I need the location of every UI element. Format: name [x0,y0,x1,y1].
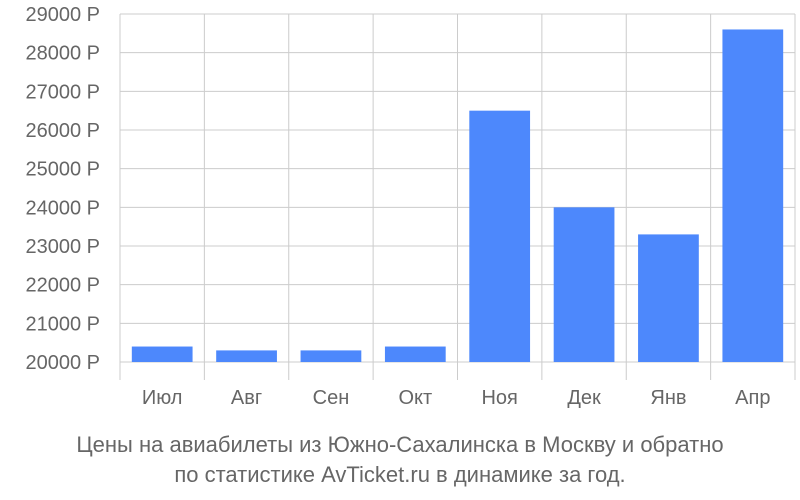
y-tick-label: 24000 Р [25,197,100,219]
y-tick-label: 25000 Р [25,159,100,181]
y-tick-label: 21000 Р [25,313,100,335]
y-tick-label: 26000 Р [25,120,100,142]
y-tick-label: 29000 Р [25,4,100,26]
bar-7 [638,234,699,362]
caption-line-2: по статистике AvTicket.ru в динамике за … [174,462,626,487]
y-axis-ticks: 20000 Р 21000 Р 22000 Р 23000 Р 24000 Р 25000… [25,4,100,374]
bar-1 [131,346,193,362]
price-bar-chart: 20000 Р 21000 Р 22000 Р 23000 Р 24000 Р 25000… [25,4,796,409]
x-category-label: Ноя [481,387,517,409]
y-tick-label: 23000 Р [25,236,100,258]
chart-caption: Цены на авиабилеты из Южно-Сахалинска в … [0,430,800,490]
bars-layer [131,29,784,363]
x-category-label: Июл [142,387,183,409]
bar-5 [469,110,531,363]
bar-6 [553,207,615,362]
x-axis-categories: Июл Авг Сен Окт Ноя Дек Янв Апр [142,387,771,409]
y-tick-label: 28000 Р [25,43,100,65]
x-category-label: Сен [313,387,350,409]
y-tick-label: 22000 Р [25,275,100,297]
y-tick-label: 27000 Р [25,81,100,103]
bar-2 [216,350,277,362]
x-category-label: Янв [650,387,686,409]
bar-3 [300,350,362,362]
caption-line-1: Цены на авиабилеты из Южно-Сахалинска в … [76,432,724,457]
x-category-label: Окт [398,387,432,409]
x-category-label: Апр [735,387,770,409]
grid-layer [119,13,796,380]
bar-8 [722,29,784,362]
bar-4 [384,346,446,362]
y-tick-label: 20000 Р [25,352,100,374]
x-category-label: Дек [567,387,601,409]
x-category-label: Авг [231,387,262,409]
